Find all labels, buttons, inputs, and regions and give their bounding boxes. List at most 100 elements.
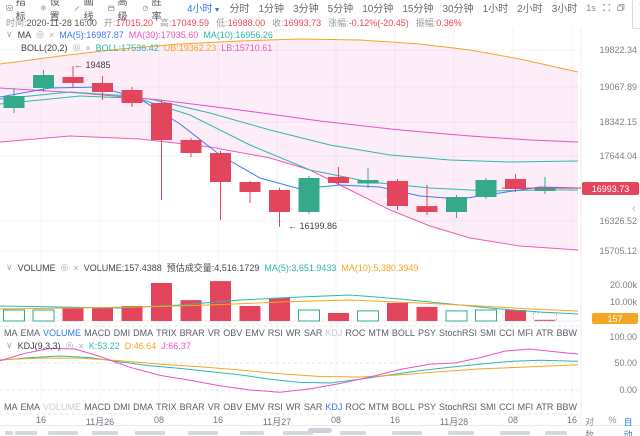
refresh-interval-label[interactable]: 1s xyxy=(586,2,596,13)
vol-tab-volume[interactable]: VOLUME xyxy=(43,328,82,338)
collapse-chevron-icon[interactable]: ∨ xyxy=(6,29,13,39)
vol-tab-sar[interactable]: SAR xyxy=(303,328,323,338)
close-icon[interactable]: × xyxy=(85,42,91,53)
vol-tab-boll[interactable]: BOLL xyxy=(391,328,415,338)
vol-tab-smi[interactable]: SMI xyxy=(480,328,497,338)
vol-tab-stochrsi[interactable]: StochRSI xyxy=(438,328,478,338)
time-axis-label: 16 xyxy=(212,415,224,425)
scale-option-auto[interactable]: 自动 xyxy=(623,417,633,436)
kdj-tab-cci[interactable]: CCI xyxy=(499,402,515,412)
kdj-tab-bbw[interactable]: BBW xyxy=(556,402,577,412)
kdj-tab-wr[interactable]: WR xyxy=(285,402,301,412)
panel-collapse-arrow-icon[interactable]: ‹ xyxy=(632,203,636,215)
close-icon[interactable]: × xyxy=(48,29,55,40)
vol-tab-macd[interactable]: MACD xyxy=(84,328,111,338)
kdj-tab-emv[interactable]: EMV xyxy=(245,402,265,412)
vol-tab-bbw[interactable]: BBW xyxy=(556,328,577,338)
kdj-d-value: D:46.64 xyxy=(124,340,157,351)
vol-tab-cci[interactable]: CCI xyxy=(499,328,515,338)
kdj-tab-smi[interactable]: SMI xyxy=(480,402,497,412)
gear-icon[interactable]: ◎ xyxy=(72,42,81,52)
vol-tab-ma[interactable]: MA xyxy=(4,328,18,338)
tool-advanced-button[interactable]: 高级 xyxy=(108,0,131,23)
collapse-chevron-icon[interactable]: ∨ xyxy=(6,340,13,350)
vol-tab-rsi[interactable]: RSI xyxy=(267,328,283,338)
collapse-chevron-icon[interactable]: ∨ xyxy=(6,262,13,272)
scale-option-percent[interactable]: % xyxy=(608,415,617,425)
price-axis-tick: 15705.12 xyxy=(599,246,637,257)
vol-tab-mtm[interactable]: MTM xyxy=(368,328,389,338)
kdj-tab-macd[interactable]: MACD xyxy=(84,402,111,412)
vol-tab-dmi[interactable]: DMI xyxy=(113,328,131,338)
vol-tab-dma[interactable]: DMA xyxy=(133,328,154,338)
tool-settings-button[interactable]: 设置 xyxy=(40,0,63,23)
kdj-tab-psy[interactable]: PSY xyxy=(417,402,436,412)
timeframe-5[interactable]: 10分钟 xyxy=(362,4,394,15)
tool-indicator-button[interactable]: 指标 xyxy=(6,0,29,23)
vol-tab-emv[interactable]: EMV xyxy=(245,328,265,338)
window-mode-button[interactable]: 单窗口▼ xyxy=(632,0,640,29)
tool-draw-button[interactable]: 画线 xyxy=(74,0,97,23)
scrollbar-thumb[interactable] xyxy=(308,428,332,433)
kdj-tab-dmi[interactable]: DMI xyxy=(113,402,131,412)
vol-tab-brar[interactable]: BRAR xyxy=(179,328,205,338)
open-value: 17015.20 xyxy=(115,18,153,28)
timeframe-0[interactable]: 4小时▼ xyxy=(187,4,221,15)
timeframe-7[interactable]: 30分钟 xyxy=(442,4,474,15)
kdj-tab-kdj[interactable]: KDJ xyxy=(325,402,343,412)
scale-option-log[interactable]: 对数 xyxy=(585,417,595,436)
time-axis-label: 16 xyxy=(35,415,47,425)
vol-tab-vr[interactable]: VR xyxy=(207,328,221,338)
kdj-tab-mfi[interactable]: MFI xyxy=(517,402,534,412)
close-icon[interactable]: × xyxy=(73,262,79,273)
timeframe-9[interactable]: 2小时 xyxy=(517,4,543,15)
kdj-tab-atr[interactable]: ATR xyxy=(536,402,554,412)
kdj-tab-brar[interactable]: BRAR xyxy=(179,402,205,412)
kdj-tab-trix[interactable]: TRIX xyxy=(156,402,177,412)
kdj-tab-rsi[interactable]: RSI xyxy=(267,402,283,412)
timeframe-1[interactable]: 分时 xyxy=(229,4,250,15)
bottom-bar-fragment xyxy=(92,431,118,435)
timeframe-3[interactable]: 3分钟 xyxy=(293,4,319,15)
kdj-tab-obv[interactable]: OBV xyxy=(223,402,243,412)
volume-legend-row: ∨ VOLUME ◎ × VOLUME:157.4388 预估成交量:4,516… xyxy=(6,261,418,274)
settings-icon xyxy=(41,5,46,10)
gear-icon[interactable]: ◎ xyxy=(60,262,69,272)
gear-icon[interactable]: ◎ xyxy=(65,340,74,350)
kdj-tab-ema[interactable]: EMA xyxy=(20,402,41,412)
price-axis-tick: 17644.04 xyxy=(599,151,637,162)
kdj-tab-boll[interactable]: BOLL xyxy=(391,402,415,412)
kdj-tab-sar[interactable]: SAR xyxy=(303,402,323,412)
vol-tab-roc[interactable]: ROC xyxy=(345,328,366,338)
kdj-tab-vr[interactable]: VR xyxy=(207,402,221,412)
timeframe-4[interactable]: 5分钟 xyxy=(327,4,354,15)
close-icon[interactable]: × xyxy=(78,340,84,351)
timeframe-2[interactable]: 1分钟 xyxy=(258,4,285,15)
kdj-tab-mtm[interactable]: MTM xyxy=(368,402,389,412)
vol-tab-trix[interactable]: TRIX xyxy=(156,328,177,338)
kdj-tab-stochrsi[interactable]: StochRSI xyxy=(438,402,478,412)
timeframe-10[interactable]: 3小时 xyxy=(551,4,578,15)
gear-icon[interactable]: ◎ xyxy=(36,29,44,39)
vol-tab-kdj[interactable]: KDJ xyxy=(325,328,343,338)
vol-tab-psy[interactable]: PSY xyxy=(417,328,436,338)
kdj-tab-roc[interactable]: ROC xyxy=(345,402,366,412)
vol-tab-ema[interactable]: EMA xyxy=(20,328,41,338)
vol-tab-wr[interactable]: WR xyxy=(285,328,301,338)
kdj-tab-ma[interactable]: MA xyxy=(4,402,18,412)
price-axis-tick: 18342.15 xyxy=(599,117,637,128)
timeframe-6[interactable]: 15分钟 xyxy=(402,4,434,15)
timeframe-8[interactable]: 1小时 xyxy=(482,4,509,15)
ma10-value: MA(10):16956.26 xyxy=(203,29,273,40)
vol-tab-mfi[interactable]: MFI xyxy=(517,328,534,338)
vol-tab-obv[interactable]: OBV xyxy=(223,328,243,338)
kdj-tab-volume[interactable]: VOLUME xyxy=(43,402,82,412)
kdj-tab-dma[interactable]: DMA xyxy=(133,402,154,412)
vol-tab-atr[interactable]: ATR xyxy=(536,328,554,338)
tool-winrate-button[interactable]: 胜率 xyxy=(142,0,165,23)
multi-window-icon[interactable] xyxy=(617,2,625,13)
fullscreen-icon[interactable] xyxy=(603,2,611,13)
ma-legend-name: MA xyxy=(17,29,32,40)
bottom-bar-fragment xyxy=(5,431,13,435)
